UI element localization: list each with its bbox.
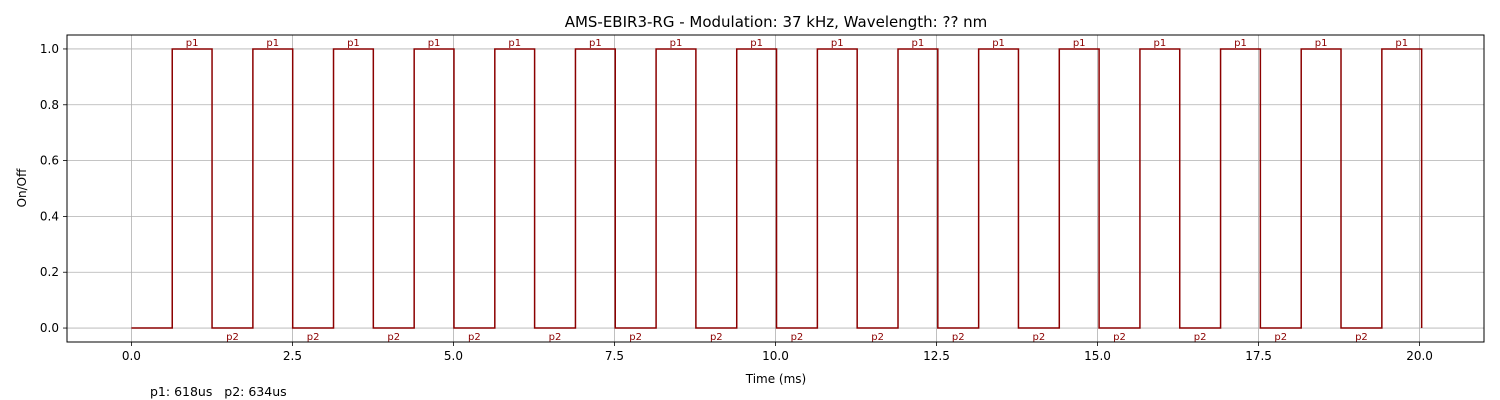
x-tick-label: 15.0 [1084,349,1111,363]
p1-label: p1 [589,38,602,49]
x-tick-label: 20.0 [1406,349,1433,363]
pulse-width-footnote: p1: 618us p2: 634us [150,384,287,399]
p1-label: p1 [1315,38,1328,49]
x-tick-label: 17.5 [1245,349,1272,363]
pulse-annotations: p1 p1 p1 p1 p1 p1 p1 p1 p1 p1 p1 p1 p1 p1 p1 p1 p2 p2 p2 p2… [186,38,1408,343]
p2-label: p2 [226,332,239,343]
p2-label: p2 [871,332,884,343]
x-axis-ticks: 0.0 2.5 5.0 7.5 10.0 12.5 15.0 17.5 20.0 [122,342,1433,363]
p2-label: p2 [952,332,965,343]
p2-label: p2 [1274,332,1287,343]
p2-label: p2 [549,332,562,343]
x-tick-label: 5.0 [444,349,463,363]
grid [67,35,1484,342]
p1-label: p1 [831,38,844,49]
p1-label: p1 [347,38,360,49]
y-tick-label: 0.2 [40,265,59,279]
p1-label: p1 [1073,38,1086,49]
x-tick-label: 2.5 [283,349,302,363]
x-tick-label: 10.0 [762,349,789,363]
p2-label: p2 [629,332,642,343]
p1-label: p1 [428,38,441,49]
p2-label: p2 [387,332,400,343]
p1-label: p1 [1153,38,1166,49]
p1-label: p1 [266,38,279,49]
p1-label: p1 [912,38,925,49]
p2-label: p2 [710,332,723,343]
p1-label: p1 [992,38,1005,49]
p2-label: p2 [468,332,481,343]
p2-label: p2 [1355,332,1368,343]
y-tick-label: 0.6 [40,154,59,168]
x-tick-label: 0.0 [122,349,141,363]
p1-label: p1 [670,38,683,49]
p1-label: p1 [186,38,199,49]
x-axis-label: Time (ms) [745,372,807,386]
y-tick-label: 1.0 [40,42,59,56]
y-axis-label: On/Off [15,168,29,208]
x-tick-label: 7.5 [605,349,624,363]
y-axis-ticks: 0.0 0.2 0.4 0.6 0.8 1.0 [40,42,67,335]
y-tick-label: 0.4 [40,209,59,223]
y-tick-label: 0.0 [40,321,59,335]
p1-label: p1 [1395,38,1408,49]
p2-label: p2 [791,332,804,343]
series-layer [131,48,1423,329]
p1-label: p1 [750,38,763,49]
y-tick-label: 0.8 [40,98,59,112]
p2-label: p2 [307,332,320,343]
p2-label: p2 [1033,332,1046,343]
p2-label: p2 [1194,332,1207,343]
chart-title: AMS-EBIR3-RG - Modulation: 37 kHz, Wavel… [565,13,988,31]
p1-label: p1 [508,38,521,49]
signal-line [131,48,1423,329]
p2-label: p2 [1113,332,1126,343]
p1-label: p1 [1234,38,1247,49]
x-tick-label: 12.5 [923,349,950,363]
